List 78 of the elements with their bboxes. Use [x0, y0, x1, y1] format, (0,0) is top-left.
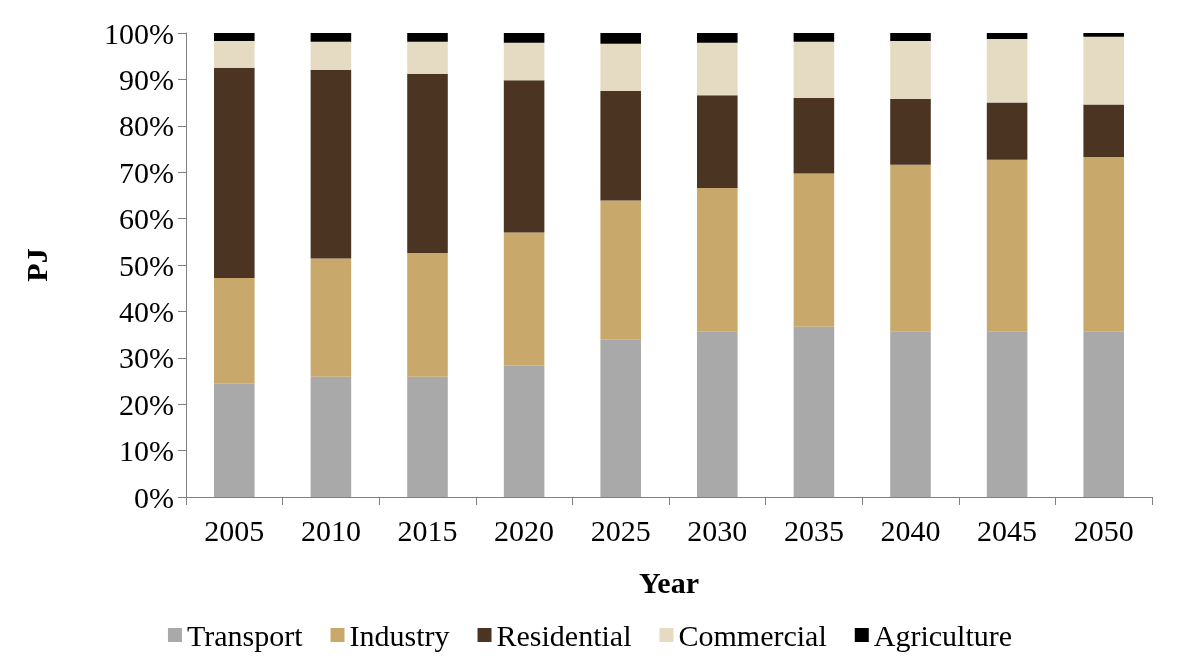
bar — [793, 33, 835, 42]
x-tick-label: 2030 — [687, 513, 748, 547]
bar — [890, 33, 931, 41]
bar — [503, 33, 545, 43]
legend-label: Transport — [186, 618, 304, 652]
bar — [503, 232, 545, 366]
bar — [1083, 156, 1124, 332]
y-tick-label: 70% — [119, 155, 174, 189]
bar — [1083, 36, 1124, 105]
y-tick-label: 10% — [119, 434, 174, 468]
bar — [890, 98, 931, 165]
bar — [600, 33, 641, 44]
x-tick-label: 2015 — [397, 513, 458, 547]
bar — [600, 43, 641, 91]
bar — [793, 173, 835, 327]
y-tick-label: 0% — [134, 480, 174, 514]
bar — [890, 331, 931, 497]
x-tick-label: 2010 — [300, 513, 361, 547]
bar — [503, 80, 545, 233]
bar — [214, 40, 255, 68]
legend-label: Residential — [496, 618, 632, 652]
bar — [890, 164, 931, 332]
bar — [1083, 33, 1124, 37]
bar — [793, 97, 835, 174]
bar — [697, 33, 738, 43]
x-tick-label: 2020 — [494, 513, 555, 547]
y-tick-label: 50% — [119, 248, 174, 282]
bar — [890, 40, 931, 99]
bar — [1083, 331, 1124, 497]
x-tick-label: 2035 — [783, 513, 844, 547]
bar — [793, 326, 835, 497]
bar — [503, 365, 545, 497]
bar — [986, 159, 1028, 332]
y-tick-label: 20% — [119, 387, 174, 421]
y-tick-label: 80% — [119, 109, 174, 143]
bar — [310, 376, 352, 497]
legend-label: Commercial — [678, 618, 827, 652]
y-tick-label: 60% — [119, 202, 174, 236]
x-tick-label: 2040 — [880, 513, 941, 547]
bar — [214, 67, 255, 278]
bar — [214, 33, 255, 41]
bar — [503, 42, 545, 81]
bar — [214, 383, 255, 497]
bar — [214, 277, 255, 384]
y-tick-label: 40% — [119, 294, 174, 328]
bar — [310, 69, 352, 259]
bar — [310, 258, 352, 377]
x-tick-label: 2005 — [204, 513, 265, 547]
bar — [407, 41, 448, 74]
legend-label: Industry — [349, 618, 450, 652]
bar — [697, 331, 738, 497]
bar — [600, 339, 641, 497]
y-axis-title: PJ — [19, 248, 53, 282]
bar — [600, 91, 641, 201]
bar — [310, 33, 352, 42]
bar — [1083, 104, 1124, 157]
bar — [697, 187, 738, 332]
bar — [407, 33, 448, 42]
bar — [697, 95, 738, 188]
legend-label: Agriculture — [873, 618, 1013, 652]
x-tick-label: 2025 — [590, 513, 651, 547]
bar — [986, 39, 1028, 103]
bar — [407, 252, 448, 377]
x-axis-title: Year — [639, 565, 699, 599]
y-tick-label: 90% — [119, 62, 174, 96]
bar — [600, 200, 641, 340]
bar — [986, 33, 1028, 40]
x-tick-label: 2045 — [977, 513, 1038, 547]
bar — [407, 73, 448, 253]
y-tick-label: 100% — [104, 16, 174, 50]
bar — [986, 331, 1028, 497]
y-tick-label: 30% — [119, 341, 174, 375]
bar — [793, 41, 835, 98]
bar — [697, 42, 738, 96]
bar — [310, 41, 352, 70]
x-tick-label: 2050 — [1073, 513, 1134, 547]
bar — [407, 376, 448, 497]
bar — [986, 102, 1028, 160]
